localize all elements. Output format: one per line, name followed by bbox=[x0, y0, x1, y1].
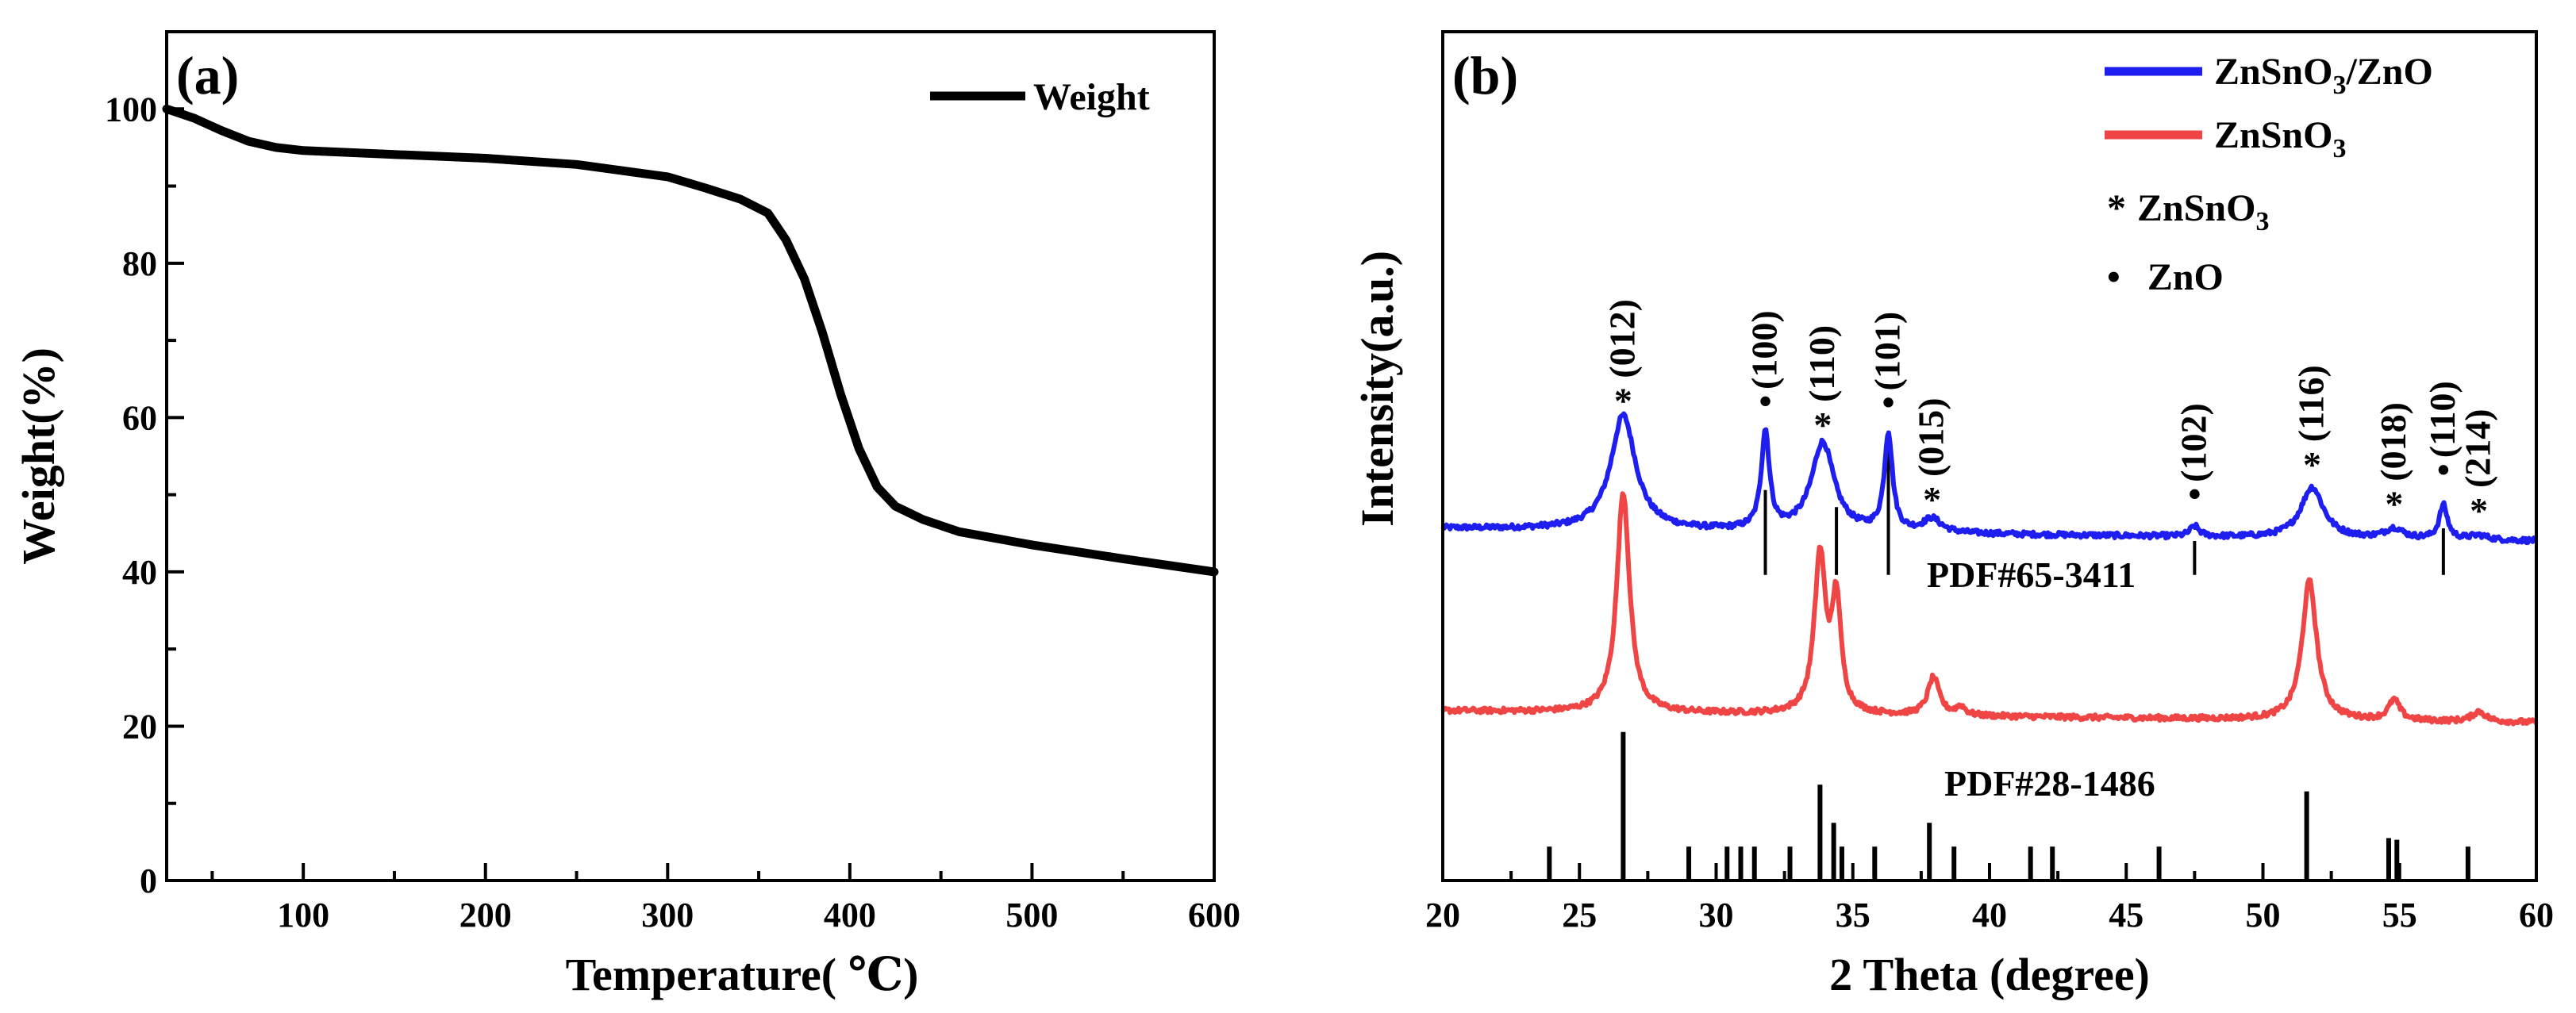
legend-label-znsno3: ZnSnO3 bbox=[2214, 114, 2346, 163]
plot-frame-a bbox=[165, 30, 1216, 882]
peak-symbol: • bbox=[2437, 449, 2450, 489]
x-tick-label-b-40: 40 bbox=[1972, 896, 2007, 934]
y-tick-label-a-0: 0 bbox=[140, 861, 157, 900]
peak-symbol: • bbox=[1759, 381, 1771, 421]
y-axis-label-b: Intensity(a.u.) bbox=[1351, 251, 1403, 527]
x-tick-label-b-20: 20 bbox=[1425, 896, 1460, 934]
x-tick-label-b-50: 50 bbox=[2246, 896, 2281, 934]
peak-hkl-label: (015) bbox=[1911, 397, 1951, 477]
peak-symbol: * bbox=[2385, 484, 2403, 524]
x-tick-label-b-25: 25 bbox=[1562, 896, 1597, 934]
y-tick-label-a-100: 100 bbox=[105, 90, 157, 129]
axis-ticks-a: 100 200 300 400 500 600 0 20 40 60 80 100 bbox=[105, 90, 1240, 934]
x-tick-label-b-35: 35 bbox=[1836, 896, 1870, 934]
panel-label-b: (b) bbox=[1452, 45, 1518, 106]
legend-marker-zno: • ZnO bbox=[2107, 256, 2224, 298]
chart-panel-b: 20 25 30 35 40 45 50 55 60 *(012)•(100)*(110)•(1… bbox=[1351, 30, 2554, 1000]
y-axis-label-a: Weight(%) bbox=[13, 347, 64, 565]
peak-symbol: * bbox=[2303, 444, 2321, 485]
peak-hkl-label: (110) bbox=[2422, 381, 2463, 458]
weight-series-line bbox=[162, 104, 1219, 577]
x-tick-label-a-500: 500 bbox=[1005, 896, 1058, 934]
legend-label-znsno3-zno: ZnSnO3/ZnO bbox=[2214, 51, 2433, 100]
peak-symbol: * bbox=[1614, 381, 1632, 421]
peak-labels: *(012)•(100)*(110)•(101)*(015)•(102) *(11… bbox=[1601, 299, 2497, 531]
x-axis-label-b: 2 Theta (degree) bbox=[1829, 949, 2150, 1000]
x-tick-label-b-45: 45 bbox=[2109, 896, 2143, 934]
y-tick-label-a-40: 40 bbox=[122, 553, 157, 592]
peak-hkl-label: (018) bbox=[2373, 402, 2413, 482]
legend-b: ZnSnO3/ZnO ZnSnO3 * ZnSnO3 • ZnO bbox=[2105, 51, 2433, 298]
x-tick-label-b-55: 55 bbox=[2382, 896, 2417, 934]
peak-hkl-label: (100) bbox=[1744, 310, 1785, 389]
x-tick-label-a-600: 600 bbox=[1188, 896, 1240, 934]
reference-label-28-1486: PDF#28-1486 bbox=[1944, 763, 2155, 804]
peak-hkl-label: (101) bbox=[1867, 312, 1908, 391]
x-tick-label-a-300: 300 bbox=[641, 896, 694, 934]
peak-symbol: * bbox=[2470, 490, 2488, 531]
peak-hkl-label: (102) bbox=[2173, 403, 2213, 482]
peak-symbol: * bbox=[1923, 479, 1941, 520]
x-tick-label-b-30: 30 bbox=[1699, 896, 1734, 934]
axis-ticks-b: 20 25 30 35 40 45 50 55 60 bbox=[1425, 863, 2554, 934]
znsno3-zno-pattern bbox=[1440, 411, 2538, 546]
y-tick-label-a-80: 80 bbox=[122, 244, 157, 283]
peak-hkl-label: (110) bbox=[1801, 325, 1842, 402]
peak-symbol: • bbox=[2188, 474, 2201, 514]
x-tick-label-a-100: 100 bbox=[277, 896, 329, 934]
x-tick-label-a-200: 200 bbox=[459, 896, 512, 934]
peak-symbol: * bbox=[1813, 405, 1832, 445]
legend-label-weight: Weight bbox=[1033, 76, 1150, 118]
plot-frame-b bbox=[1441, 30, 2538, 882]
chart-panel-a: 100 200 300 400 500 600 0 20 40 60 80 100 (a) Weigh… bbox=[13, 30, 1240, 1000]
peak-hkl-label: (012) bbox=[1601, 299, 1642, 378]
peak-symbol: • bbox=[1882, 382, 1894, 422]
peak-hkl-label: (116) bbox=[2291, 365, 2332, 442]
y-tick-label-a-60: 60 bbox=[122, 398, 157, 437]
x-tick-label-a-400: 400 bbox=[824, 896, 876, 934]
reference-lines bbox=[1547, 430, 2470, 881]
legend-marker-znsno3: * ZnSnO3 bbox=[2107, 187, 2269, 236]
peak-hkl-label: (214) bbox=[2458, 409, 2498, 488]
x-axis-label-a: Temperature( ℃) bbox=[566, 949, 919, 1000]
y-tick-label-a-20: 20 bbox=[122, 707, 157, 746]
x-tick-label-b-60: 60 bbox=[2519, 896, 2554, 934]
reference-label-65-3411: PDF#65-3411 bbox=[1927, 554, 2136, 595]
panel-label-a: (a) bbox=[176, 45, 239, 106]
znsno3-pattern bbox=[1440, 491, 2539, 727]
